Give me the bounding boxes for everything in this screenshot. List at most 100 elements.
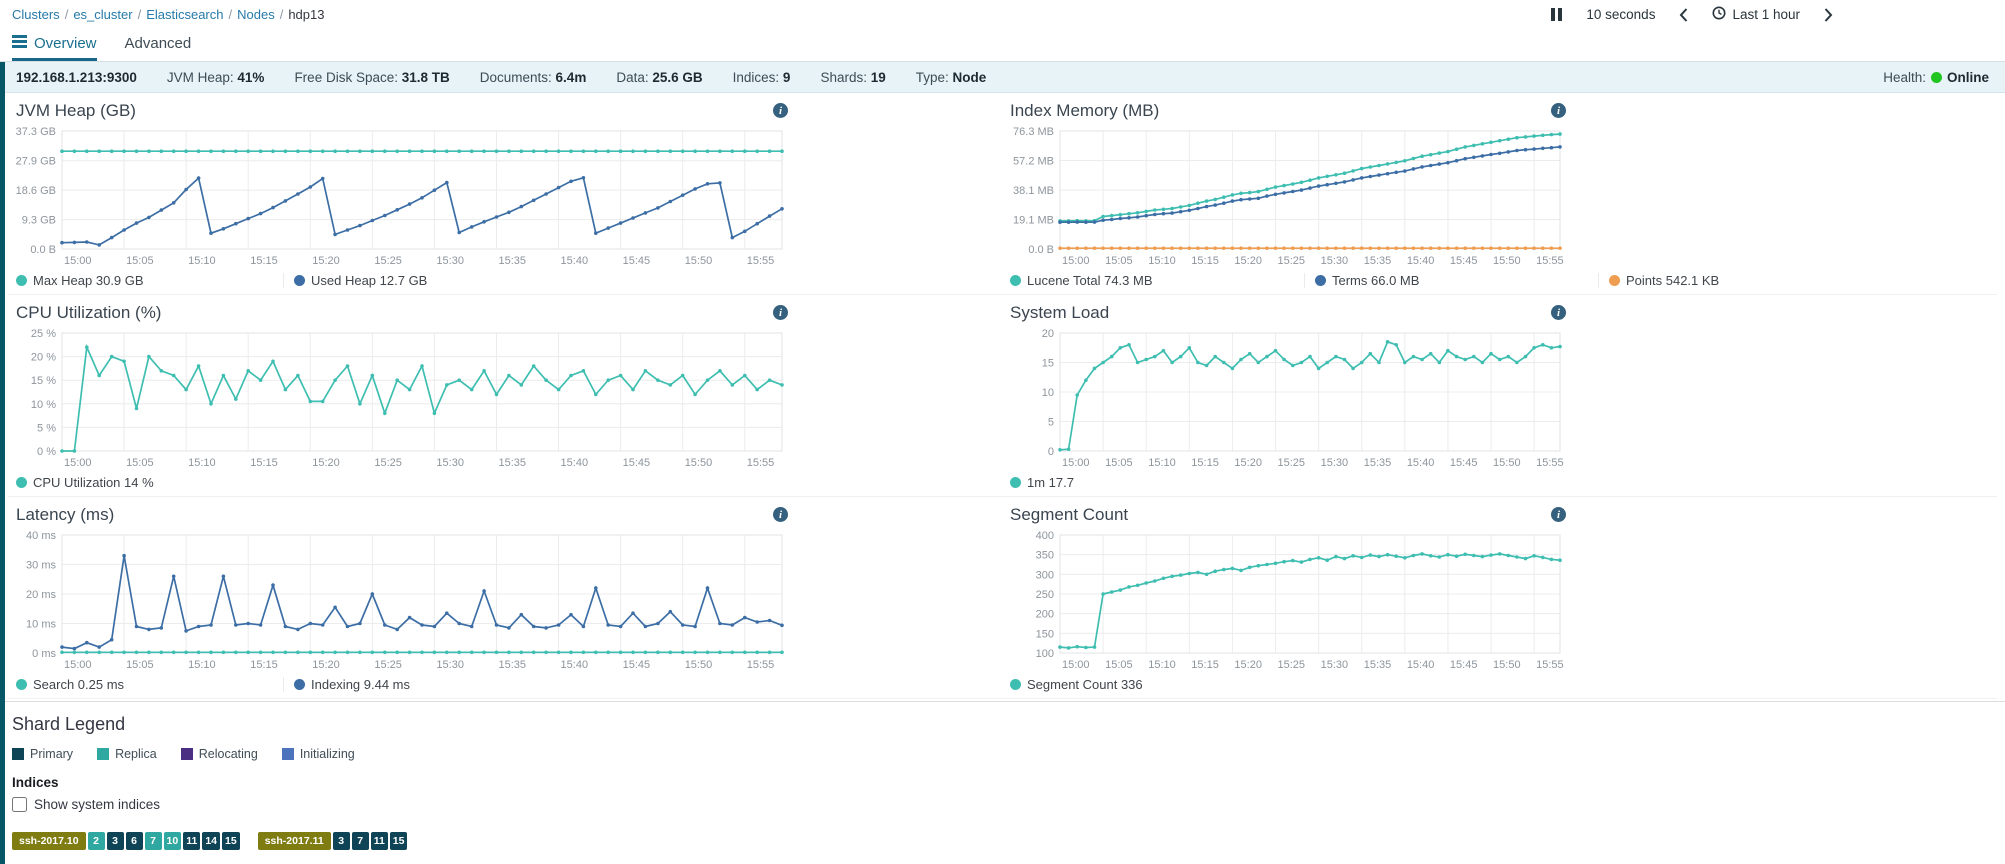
show-system-indices-label[interactable]: Show system indices	[34, 797, 160, 812]
svg-text:15:05: 15:05	[1105, 457, 1133, 469]
breadcrumb-current: hdp13	[288, 7, 324, 22]
svg-text:40 ms: 40 ms	[26, 530, 56, 542]
info-icon[interactable]	[773, 305, 788, 320]
svg-text:15:35: 15:35	[1364, 457, 1392, 469]
svg-text:15:00: 15:00	[64, 457, 92, 469]
svg-text:18.6 GB: 18.6 GB	[16, 185, 56, 197]
svg-text:15:30: 15:30	[1321, 457, 1349, 469]
svg-text:15:30: 15:30	[436, 457, 464, 469]
svg-text:0.0 B: 0.0 B	[30, 244, 56, 256]
tab-advanced[interactable]: Advanced	[125, 35, 192, 61]
svg-text:15:05: 15:05	[1105, 255, 1133, 267]
jvm-heap-chart: 37.3 GB27.9 GB18.6 GB9.3 GB0.0 B15:0015:…	[16, 123, 788, 271]
index-group: ssh-2017.11371115	[258, 832, 408, 850]
list-icon	[12, 35, 27, 52]
svg-text:15:50: 15:50	[1493, 255, 1521, 267]
info-icon[interactable]	[773, 103, 788, 118]
svg-text:10 %: 10 %	[31, 399, 56, 411]
svg-text:5: 5	[1048, 417, 1054, 429]
breadcrumb-link[interactable]: Clusters	[12, 7, 60, 22]
breadcrumb-link[interactable]: es_cluster	[73, 7, 132, 22]
legend-item[interactable]: Lucene Total 74.3 MB	[1010, 273, 1304, 288]
shard-badge-primary[interactable]: 3	[107, 832, 124, 850]
info-icon[interactable]	[773, 507, 788, 522]
legend-dot-icon	[16, 477, 27, 488]
chart-title: Segment Count	[1010, 505, 1128, 525]
svg-text:25 %: 25 %	[31, 328, 56, 340]
legend-dot-icon	[1010, 275, 1021, 286]
svg-text:15:55: 15:55	[1536, 457, 1564, 469]
breadcrumb-link[interactable]: Nodes	[237, 7, 275, 22]
pause-icon[interactable]	[1551, 8, 1562, 21]
svg-text:15:20: 15:20	[1234, 457, 1262, 469]
legend-item[interactable]: Used Heap 12.7 GB	[283, 273, 550, 288]
legend-item[interactable]: Segment Count 336	[1010, 677, 1304, 692]
time-range-label: Last 1 hour	[1732, 7, 1800, 22]
svg-text:20 ms: 20 ms	[26, 589, 56, 601]
legend-item[interactable]: CPU Utilization 14 %	[16, 475, 283, 490]
shard-legend-section: Shard Legend PrimaryReplicaRelocatingIni…	[0, 701, 2005, 850]
legend-item[interactable]: Indexing 9.44 ms	[283, 677, 550, 692]
legend-dot-icon	[1010, 679, 1021, 690]
legend-item[interactable]: 1m 17.7	[1010, 475, 1304, 490]
shard-badge-replica[interactable]: 7	[145, 832, 162, 850]
shard-badge-replica[interactable]: 10	[164, 832, 182, 850]
svg-text:100: 100	[1036, 648, 1054, 660]
chart-panel-cpu-utilization: CPU Utilization (%) 25 %20 %15 %10 %5 %0…	[8, 295, 1002, 496]
svg-text:38.1 MB: 38.1 MB	[1013, 185, 1054, 197]
svg-text:15:35: 15:35	[1364, 255, 1392, 267]
breadcrumb: Clusters/es_cluster/Elasticsearch/Nodes/…	[12, 7, 324, 22]
time-toolbar: 10 seconds Last 1 hour	[1551, 6, 1833, 23]
index-name-badge[interactable]: ssh-2017.10	[12, 832, 86, 850]
chart-legend: Max Heap 30.9 GBUsed Heap 12.7 GB	[16, 273, 1002, 288]
shard-badge-primary[interactable]: 15	[222, 832, 240, 850]
legend-item[interactable]: Points 542.1 KB	[1598, 273, 1892, 288]
svg-text:15:25: 15:25	[374, 659, 402, 671]
shard-badge-primary[interactable]: 15	[390, 832, 408, 850]
svg-text:15:40: 15:40	[561, 255, 589, 267]
svg-text:15:50: 15:50	[685, 659, 713, 671]
shard-type-replica: Replica	[97, 747, 157, 761]
shard-badge-replica[interactable]: 2	[88, 832, 105, 850]
shard-badge-primary[interactable]: 6	[126, 832, 143, 850]
refresh-interval[interactable]: 10 seconds	[1586, 7, 1655, 22]
legend-item[interactable]: Terms 66.0 MB	[1304, 273, 1598, 288]
shard-badge-primary[interactable]: 11	[183, 832, 200, 850]
shard-badge-primary[interactable]: 14	[202, 832, 220, 850]
svg-text:15:30: 15:30	[1321, 255, 1349, 267]
shard-badge-primary[interactable]: 3	[333, 832, 350, 850]
show-system-indices-checkbox[interactable]	[12, 797, 27, 812]
tab-overview[interactable]: Overview	[12, 35, 97, 61]
svg-text:15:10: 15:10	[1148, 659, 1176, 671]
chart-legend: Lucene Total 74.3 MBTerms 66.0 MBPoints …	[1010, 273, 1996, 288]
svg-text:15:20: 15:20	[1234, 255, 1262, 267]
svg-text:15:00: 15:00	[1062, 457, 1090, 469]
svg-text:15:35: 15:35	[1364, 659, 1392, 671]
svg-text:15:30: 15:30	[1321, 659, 1349, 671]
chevron-right-icon[interactable]	[1824, 8, 1833, 22]
svg-text:15:25: 15:25	[1278, 255, 1306, 267]
health-dot-icon	[1931, 72, 1942, 83]
info-icon[interactable]	[1551, 507, 1566, 522]
breadcrumb-link[interactable]: Elasticsearch	[146, 7, 223, 22]
svg-text:15:45: 15:45	[623, 255, 651, 267]
status-item: Free Disk Space: 31.8 TB	[294, 70, 449, 85]
legend-item[interactable]: Max Heap 30.9 GB	[16, 273, 283, 288]
shard-badge-primary[interactable]: 11	[371, 832, 388, 850]
svg-text:400: 400	[1036, 530, 1054, 542]
svg-text:15:45: 15:45	[623, 457, 651, 469]
chart-legend: Segment Count 336	[1010, 677, 1996, 692]
info-icon[interactable]	[1551, 103, 1566, 118]
breadcrumb-separator: /	[138, 7, 142, 22]
chevron-left-icon[interactable]	[1679, 8, 1688, 22]
cpu-utilization-chart: 25 %20 %15 %10 %5 %0 %15:0015:0515:1015:…	[16, 325, 788, 473]
info-icon[interactable]	[1551, 305, 1566, 320]
shard-badge-primary[interactable]: 7	[352, 832, 369, 850]
index-name-badge[interactable]: ssh-2017.11	[258, 832, 331, 850]
svg-text:15:05: 15:05	[1105, 659, 1133, 671]
svg-text:76.3 MB: 76.3 MB	[1013, 126, 1054, 138]
svg-text:15:40: 15:40	[1407, 659, 1435, 671]
time-range-picker[interactable]: Last 1 hour	[1712, 6, 1800, 23]
legend-item[interactable]: Search 0.25 ms	[16, 677, 283, 692]
chart-title: CPU Utilization (%)	[16, 303, 161, 323]
